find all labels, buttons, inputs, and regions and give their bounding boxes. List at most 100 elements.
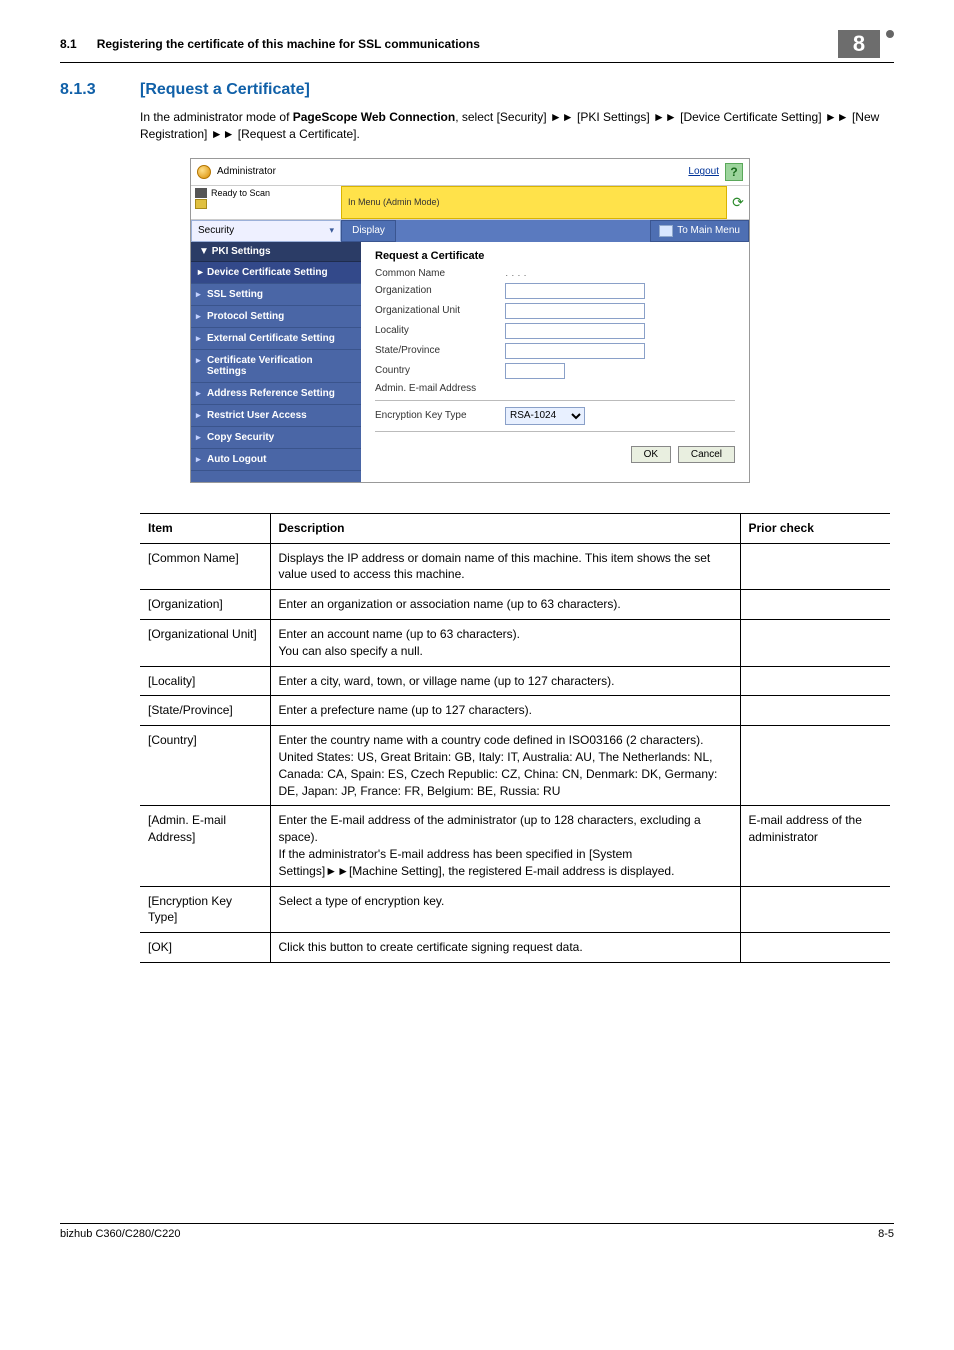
description-table: Item Description Prior check [Common Nam…	[140, 513, 890, 963]
value-common-name: ․ ․ ․ ․	[505, 268, 527, 279]
cell-item: [Locality]	[140, 666, 270, 696]
category-select[interactable]: Security ▾	[191, 220, 341, 242]
input-state[interactable]	[505, 343, 645, 359]
table-row: [Organizational Unit]Enter an account na…	[140, 619, 890, 666]
sidebar-item-address-ref[interactable]: Address Reference Setting	[191, 383, 361, 405]
sidebar-item-protocol[interactable]: Protocol Setting	[191, 306, 361, 328]
sidebar-item-device-cert[interactable]: Device Certificate Setting	[191, 262, 361, 284]
sidebar-group-header: ▼ PKI Settings	[191, 242, 361, 262]
intro-bold: PageScope Web Connection	[293, 110, 455, 124]
label-state: State/Province	[375, 345, 505, 356]
status-ready-row: Ready to Scan	[195, 188, 337, 198]
label-organization: Organization	[375, 285, 505, 296]
screenshot-topbar: Administrator Logout ?	[191, 159, 749, 186]
cell-desc: Enter a city, ward, town, or village nam…	[270, 666, 740, 696]
sidebar-item-ssl[interactable]: SSL Setting	[191, 284, 361, 306]
printer-icon	[195, 188, 207, 198]
select-enc-key[interactable]: RSA-1024	[505, 407, 585, 425]
cell-prior	[740, 696, 890, 726]
sidebar-group-label: PKI Settings	[212, 246, 271, 257]
cell-desc: Enter the E-mail address of the administ…	[270, 806, 740, 886]
dot-mark	[886, 30, 894, 38]
table-row: [Locality]Enter a city, ward, town, or v…	[140, 666, 890, 696]
form-separator-2	[375, 431, 735, 432]
cell-item: [Common Name]	[140, 543, 270, 590]
form-separator	[375, 400, 735, 401]
cell-desc: Enter an organization or association nam…	[270, 590, 740, 620]
label-enc-key: Encryption Key Type	[375, 410, 505, 421]
cell-prior	[740, 543, 890, 590]
to-main-menu-button[interactable]: To Main Menu	[650, 220, 749, 242]
form-title: Request a Certificate	[375, 250, 735, 262]
section-number: 8.1	[60, 37, 77, 51]
category-select-value: Security	[198, 225, 234, 236]
row-common-name: Common Name ․ ․ ․ ․	[375, 268, 735, 279]
sidebar-item-cert-verify[interactable]: Certificate Verification Settings	[191, 350, 361, 383]
admin-label: Administrator	[217, 166, 276, 177]
screenshot-body: ▼ PKI Settings Device Certificate Settin…	[191, 242, 749, 482]
cell-item: [OK]	[140, 933, 270, 963]
label-org-unit: Organizational Unit	[375, 305, 505, 316]
cell-item: [State/Province]	[140, 696, 270, 726]
cell-item: [Country]	[140, 726, 270, 806]
label-admin-email: Admin. E-mail Address	[375, 383, 505, 394]
cell-prior: E-mail address of the administrator	[740, 806, 890, 886]
screenshot-statusbar: Ready to Scan In Menu (Admin Mode) ⟳	[191, 186, 749, 220]
cell-item: [Encryption Key Type]	[140, 886, 270, 933]
input-country[interactable]	[505, 363, 565, 379]
cell-prior	[740, 619, 890, 666]
row-state: State/Province	[375, 343, 735, 359]
refresh-icon[interactable]: ⟳	[727, 186, 749, 219]
cell-prior	[740, 726, 890, 806]
cell-desc: Click this button to create certificate …	[270, 933, 740, 963]
display-button[interactable]: Display	[341, 220, 396, 242]
logout-link[interactable]: Logout	[688, 166, 719, 177]
section-title: Registering the certificate of this mach…	[97, 37, 828, 51]
subsection-number: 8.1.3	[60, 81, 140, 99]
tabbar-fill	[396, 220, 650, 242]
help-icon[interactable]: ?	[725, 163, 743, 181]
button-row: OK Cancel	[375, 446, 735, 463]
sidebar-item-copy-security[interactable]: Copy Security	[191, 427, 361, 449]
table-row: [OK]Click this button to create certific…	[140, 933, 890, 963]
sidebar-item-restrict-user[interactable]: Restrict User Access	[191, 405, 361, 427]
row-admin-email: Admin. E-mail Address	[375, 383, 735, 394]
subsection-title: [Request a Certificate]	[140, 81, 310, 99]
intro-prefix: In the administrator mode of	[140, 110, 293, 124]
row-organization: Organization	[375, 283, 735, 299]
sidebar: ▼ PKI Settings Device Certificate Settin…	[191, 242, 361, 482]
sidebar-item-external-cert[interactable]: External Certificate Setting	[191, 328, 361, 350]
admin-icon	[197, 165, 211, 179]
cell-item: [Organizational Unit]	[140, 619, 270, 666]
input-org-unit[interactable]	[505, 303, 645, 319]
envelope-icon	[195, 199, 207, 209]
cell-prior	[740, 886, 890, 933]
table-row: [State/Province]Enter a prefecture name …	[140, 696, 890, 726]
th-item: Item	[140, 513, 270, 543]
row-locality: Locality	[375, 323, 735, 339]
cell-desc: Enter a prefecture name (up to 127 chara…	[270, 696, 740, 726]
cell-prior	[740, 666, 890, 696]
label-common-name: Common Name	[375, 268, 505, 279]
th-prior: Prior check	[740, 513, 890, 543]
label-country: Country	[375, 365, 505, 376]
table-row: [Admin. E-mail Address]Enter the E-mail …	[140, 806, 890, 886]
cell-desc: Enter an account name (up to 63 characte…	[270, 619, 740, 666]
page-header: 8.1 Registering the certificate of this …	[60, 30, 894, 63]
cancel-button[interactable]: Cancel	[678, 446, 735, 463]
cell-prior	[740, 933, 890, 963]
chevron-down-icon: ▾	[329, 225, 334, 236]
ok-button[interactable]: OK	[631, 446, 671, 463]
table-row: [Encryption Key Type]Select a type of en…	[140, 886, 890, 933]
row-country: Country	[375, 363, 735, 379]
input-locality[interactable]	[505, 323, 645, 339]
cell-item: [Organization]	[140, 590, 270, 620]
footer-left: bizhub C360/C280/C220	[60, 1228, 180, 1240]
cell-prior	[740, 590, 890, 620]
input-organization[interactable]	[505, 283, 645, 299]
topbar-left: Administrator	[197, 165, 276, 179]
status-mode-row	[195, 199, 337, 209]
to-main-menu-label: To Main Menu	[677, 225, 740, 236]
sidebar-item-auto-logout[interactable]: Auto Logout	[191, 449, 361, 471]
table-row: [Organization]Enter an organization or a…	[140, 590, 890, 620]
